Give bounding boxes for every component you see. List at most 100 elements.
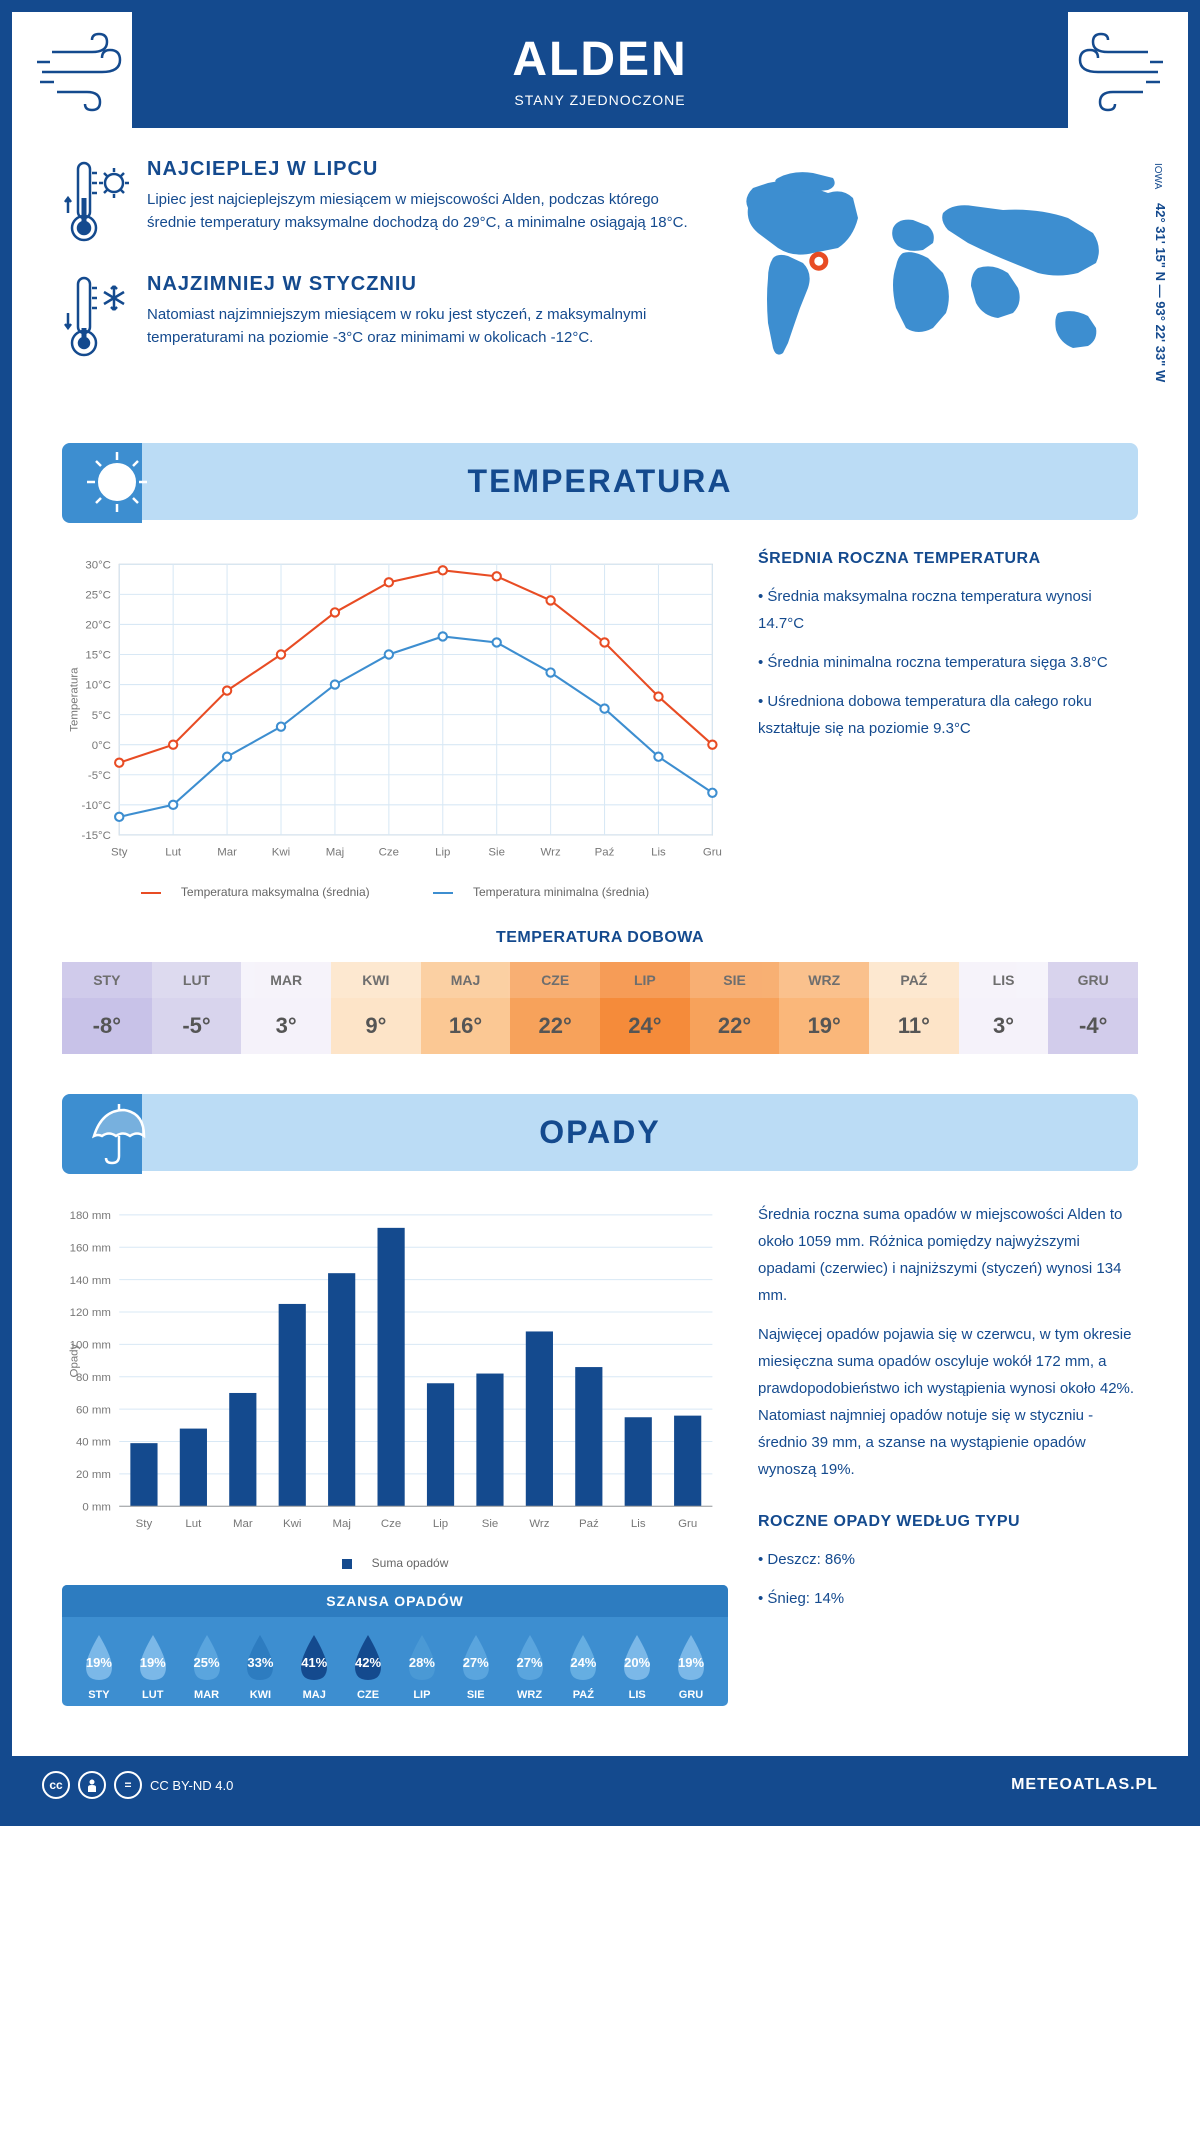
svg-text:5°C: 5°C <box>92 710 111 722</box>
chance-drop: 28% LIP <box>395 1632 449 1701</box>
svg-text:-5°C: -5°C <box>88 770 111 782</box>
country-name: STANY ZJEDNOCZONE <box>152 92 1048 108</box>
svg-text:Sie: Sie <box>488 847 505 859</box>
chance-box: SZANSA OPADÓW 19% STY 19% LUT 25% MAR 33… <box>62 1585 728 1706</box>
svg-text:Lip: Lip <box>433 1518 448 1530</box>
coldest-block: NAJZIMNIEJ W STYCZNIU Natomiast najzimni… <box>62 273 688 363</box>
svg-text:Kwi: Kwi <box>283 1518 301 1530</box>
umbrella-icon <box>82 1098 152 1168</box>
svg-text:15°C: 15°C <box>85 650 111 662</box>
wind-icon-right <box>1068 32 1168 112</box>
precip-type-title: ROCZNE OPADY WEDŁUG TYPU <box>758 1513 1138 1531</box>
chance-drop: 33% KWI <box>233 1632 287 1701</box>
svg-text:Lip: Lip <box>435 847 450 859</box>
svg-text:80 mm: 80 mm <box>76 1372 111 1384</box>
daily-cell: WRZ 19° <box>779 962 869 1054</box>
warmest-title: NAJCIEPLEJ W LIPCU <box>147 158 688 181</box>
daily-cell: CZE 22° <box>510 962 600 1054</box>
daily-cell: STY -8° <box>62 962 152 1054</box>
state-label: IOWA <box>1152 163 1163 189</box>
svg-text:10°C: 10°C <box>85 680 111 692</box>
chance-drop: 25% MAR <box>180 1632 234 1701</box>
svg-text:Gru: Gru <box>703 847 722 859</box>
chance-drop: 27% SIE <box>449 1632 503 1701</box>
daily-cell: KWI 9° <box>331 962 421 1054</box>
svg-text:Paź: Paź <box>595 847 615 859</box>
precipitation-chart: 0 mm20 mm40 mm60 mm80 mm100 mm120 mm140 … <box>62 1201 728 1541</box>
avg-item: • Uśredniona dobowa temperatura dla całe… <box>758 688 1138 742</box>
temperature-chart: -15°C -10°C -5°C 0°C 5°C 10°C 15°C 20°C 25°C 30°C… <box>62 550 728 870</box>
svg-text:Lut: Lut <box>185 1518 202 1530</box>
coordinates: 42° 31' 15" N — 93° 22' 33" W <box>1153 203 1168 382</box>
svg-text:20 mm: 20 mm <box>76 1469 111 1481</box>
svg-text:60 mm: 60 mm <box>76 1404 111 1416</box>
svg-text:Gru: Gru <box>678 1518 697 1530</box>
svg-text:Lut: Lut <box>165 847 182 859</box>
svg-text:Lis: Lis <box>651 847 666 859</box>
svg-text:Wrz: Wrz <box>529 1518 549 1530</box>
svg-text:30°C: 30°C <box>85 559 111 571</box>
precip-text-2: Najwięcej opadów pojawia się w czerwcu, … <box>758 1321 1138 1483</box>
wind-icon-left <box>32 32 132 112</box>
svg-text:180 mm: 180 mm <box>70 1210 111 1222</box>
header: ALDEN STANY ZJEDNOCZONE <box>132 12 1068 128</box>
warmest-block: NAJCIEPLEJ W LIPCU Lipiec jest najcieple… <box>62 158 688 248</box>
warmest-text: Lipiec jest najcieplejszym miesiącem w m… <box>147 189 688 234</box>
daily-cell: MAR 3° <box>241 962 331 1054</box>
svg-text:0°C: 0°C <box>92 740 111 752</box>
svg-text:Kwi: Kwi <box>272 847 290 859</box>
svg-text:Sty: Sty <box>136 1518 153 1530</box>
cc-icon: cc <box>42 1771 70 1799</box>
svg-text:Sty: Sty <box>111 847 128 859</box>
svg-text:Wrz: Wrz <box>541 847 561 859</box>
temp-section-header: TEMPERATURA <box>62 443 1138 520</box>
chance-drop: 41% MAJ <box>287 1632 341 1701</box>
sun-icon <box>82 447 152 517</box>
daily-cell: PAŹ 11° <box>869 962 959 1054</box>
precip-legend: Suma opadów <box>62 1556 728 1570</box>
chance-drop: 27% WRZ <box>503 1632 557 1701</box>
chance-title: SZANSA OPADÓW <box>62 1585 728 1617</box>
daily-cell: LIS 3° <box>959 962 1049 1054</box>
avg-item: • Średnia maksymalna roczna temperatura … <box>758 583 1138 637</box>
daily-cell: MAJ 16° <box>421 962 511 1054</box>
world-map: IOWA 42° 31' 15" N — 93° 22' 33" W <box>718 158 1138 403</box>
svg-text:20°C: 20°C <box>85 620 111 632</box>
svg-text:-15°C: -15°C <box>82 830 111 842</box>
precip-text-1: Średnia roczna suma opadów w miejscowośc… <box>758 1201 1138 1309</box>
svg-text:Opady: Opady <box>69 1343 81 1377</box>
type-item: • Śnieg: 14% <box>758 1585 1138 1612</box>
svg-text:-10°C: -10°C <box>82 800 111 812</box>
svg-text:140 mm: 140 mm <box>70 1275 111 1287</box>
footer: cc = CC BY-ND 4.0 METEOATLAS.PL <box>12 1756 1188 1814</box>
svg-text:0 mm: 0 mm <box>82 1501 111 1513</box>
svg-text:120 mm: 120 mm <box>70 1307 111 1319</box>
svg-text:Mar: Mar <box>233 1518 253 1530</box>
chance-drop: 19% STY <box>72 1632 126 1701</box>
svg-text:40 mm: 40 mm <box>76 1437 111 1449</box>
svg-text:Paź: Paź <box>579 1518 599 1530</box>
chance-drop: 19% LUT <box>126 1632 180 1701</box>
thermometer-cold-icon <box>62 273 132 363</box>
chance-drop: 19% GRU <box>664 1632 718 1701</box>
thermometer-hot-icon <box>62 158 132 248</box>
svg-text:Temperatura: Temperatura <box>69 667 81 732</box>
by-icon <box>78 1771 106 1799</box>
svg-text:160 mm: 160 mm <box>70 1242 111 1254</box>
chance-drop: 42% CZE <box>341 1632 395 1701</box>
license-text: CC BY-ND 4.0 <box>150 1778 233 1793</box>
daily-title: TEMPERATURA DOBOWA <box>62 929 1138 947</box>
chance-drop: 24% PAŹ <box>556 1632 610 1701</box>
precip-section-header: OPADY <box>62 1094 1138 1171</box>
avg-temp-title: ŚREDNIA ROCZNA TEMPERATURA <box>758 550 1138 568</box>
daily-cell: LIP 24° <box>600 962 690 1054</box>
daily-cell: GRU -4° <box>1048 962 1138 1054</box>
chance-drop: 20% LIS <box>610 1632 664 1701</box>
daily-temp-table: STY -8° LUT -5° MAR 3° KWI 9° MAJ 16° CZ… <box>62 962 1138 1054</box>
nd-icon: = <box>114 1771 142 1799</box>
svg-text:Maj: Maj <box>332 1518 350 1530</box>
temp-legend: Temperatura maksymalna (średnia) Tempera… <box>62 885 728 899</box>
svg-text:25°C: 25°C <box>85 590 111 602</box>
svg-text:Mar: Mar <box>217 847 237 859</box>
daily-cell: LUT -5° <box>152 962 242 1054</box>
